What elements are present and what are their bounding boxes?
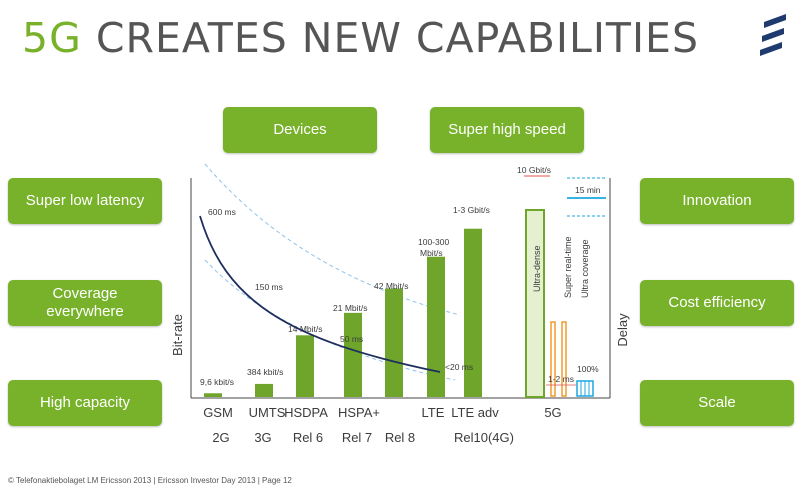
- bar-label-5g: 10 Gbit/s: [517, 165, 551, 175]
- high-capacity-pill: High capacity: [8, 380, 162, 426]
- title-rest: CREATES NEW CAPABILITIES: [81, 14, 699, 62]
- bar-3: [344, 312, 362, 397]
- dashed-curve-upper: [204, 163, 461, 316]
- x-tick-label: HSPA+: [338, 405, 380, 420]
- label-15-min: 15 min: [575, 185, 601, 195]
- latency-bar-5g-a: [550, 321, 556, 397]
- cost-efficiency-pill: Cost efficiency: [640, 280, 794, 326]
- label-100-percent: 100%: [577, 364, 599, 374]
- footer: © Telefonaktiebolaget LM Ericsson 2013 |…: [8, 476, 292, 485]
- x-tick-label: LTE adv: [451, 405, 499, 420]
- latency-label-150: 150 ms: [255, 282, 283, 292]
- latency-label-20: <20 ms: [445, 362, 473, 372]
- generation-label: 2G: [212, 430, 229, 445]
- bar-0: [204, 393, 222, 397]
- bar-5g: [525, 209, 545, 398]
- generation-label: Rel 8: [385, 430, 415, 445]
- title-accent: 5G: [22, 14, 82, 62]
- coverage-pill: Coverage everywhere: [8, 280, 162, 326]
- label-ultra-dense: Ultra-dense: [532, 245, 542, 292]
- ericsson-logo-icon: [760, 14, 786, 56]
- y2-axis-label: Delay: [615, 313, 630, 347]
- x-tick-label: HSDPA: [284, 405, 328, 420]
- page-title: 5G CREATES NEW CAPABILITIES: [22, 14, 699, 62]
- bar-2: [296, 335, 314, 397]
- x-tick-label: UMTS: [249, 405, 286, 420]
- label-1-2ms: 1-2 ms: [548, 374, 574, 384]
- super-low-latency-pill: Super low latency: [8, 178, 162, 224]
- bar-label-hspa: 21 Mbit/s: [333, 303, 368, 313]
- generation-label: Rel 7: [342, 430, 372, 445]
- dashed-curve-lower: [204, 259, 456, 381]
- bar-1: [255, 383, 273, 397]
- bar-label-lte: 42 Mbit/s: [374, 281, 409, 291]
- latency-bar-5g-b: [561, 321, 567, 397]
- bar-label-lte-b: Mbit/s: [420, 248, 443, 258]
- bar-label-gsm: 9,6 kbit/s: [200, 377, 234, 387]
- innovation-pill: Innovation: [640, 178, 794, 224]
- x-tick-label: 5G: [544, 405, 561, 420]
- label-ultra-coverage: Ultra coverage: [580, 239, 590, 298]
- generation-label: Rel10(4G): [454, 430, 514, 445]
- super-high-speed-pill: Super high speed: [430, 107, 584, 153]
- label-super-real-time: Super real-time: [563, 236, 573, 298]
- bar-label-lte-a: 100-300: [418, 237, 449, 247]
- x-tick-label: LTE: [422, 405, 445, 420]
- latency-label-50: 50 ms: [340, 334, 363, 344]
- latency-label-600: 600 ms: [208, 207, 236, 217]
- generation-label: 3G: [254, 430, 271, 445]
- y-axis-label: Bit-rate: [170, 314, 185, 356]
- generation-label: Rel 6: [293, 430, 323, 445]
- scale-pill: Scale: [640, 380, 794, 426]
- bar-6: [464, 228, 482, 397]
- x-tick-label: GSM: [203, 405, 233, 420]
- bar-4: [385, 288, 403, 397]
- bar-5: [427, 256, 445, 397]
- bar-label-lte-adv: 1-3 Gbit/s: [453, 205, 490, 215]
- devices-pill: Devices: [223, 107, 377, 153]
- bar-label-hsdpa: 14 Mbit/s: [288, 324, 323, 334]
- latency-curve: [199, 215, 441, 373]
- bar-label-umts: 384 kbit/s: [247, 367, 283, 377]
